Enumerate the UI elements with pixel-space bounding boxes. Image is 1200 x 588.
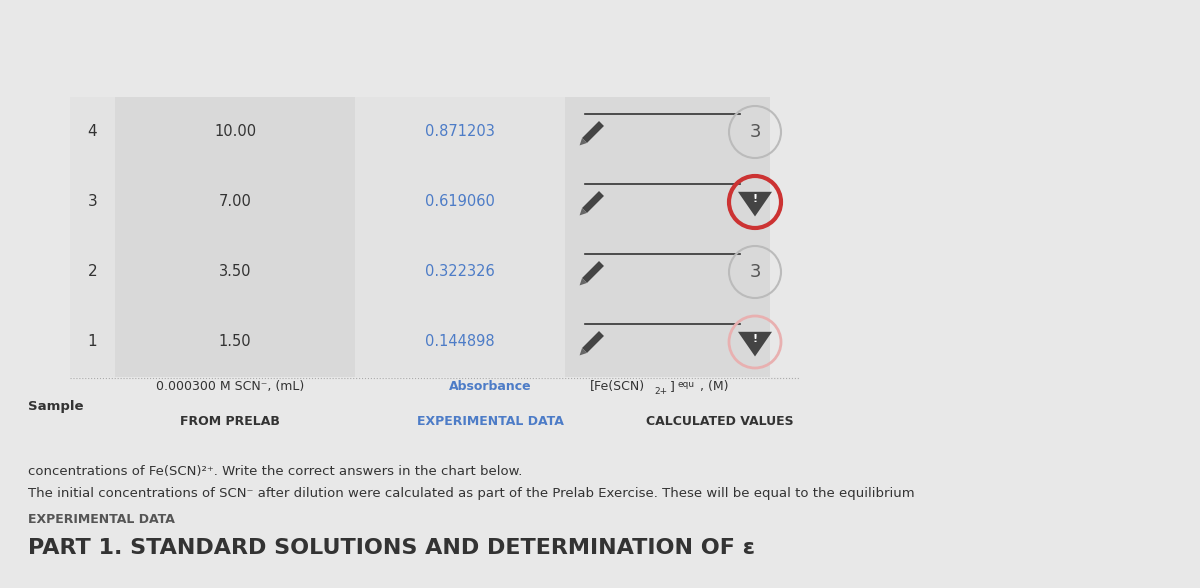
Polygon shape [580, 278, 587, 285]
Text: 0.144898: 0.144898 [425, 335, 494, 349]
Text: FROM PRELAB: FROM PRELAB [180, 415, 280, 428]
Text: 10.00: 10.00 [214, 125, 256, 139]
FancyBboxPatch shape [70, 97, 770, 167]
Text: , (M): , (M) [700, 380, 728, 393]
Text: equ: equ [677, 380, 694, 389]
Polygon shape [580, 208, 587, 215]
Text: 0.619060: 0.619060 [425, 195, 494, 209]
Polygon shape [738, 192, 772, 216]
Text: 2: 2 [88, 265, 97, 279]
Text: Sample: Sample [28, 400, 84, 413]
Text: 0.322326: 0.322326 [425, 265, 494, 279]
Text: 0.871203: 0.871203 [425, 125, 494, 139]
Polygon shape [580, 138, 587, 145]
FancyBboxPatch shape [565, 237, 770, 307]
Text: concentrations of Fe(SCN)²⁺. Write the correct answers in the chart below.: concentrations of Fe(SCN)²⁺. Write the c… [28, 465, 522, 478]
Polygon shape [580, 348, 587, 355]
Text: CALCULATED VALUES: CALCULATED VALUES [646, 415, 794, 428]
Text: !: ! [752, 194, 757, 204]
FancyBboxPatch shape [70, 167, 770, 237]
Text: [Fe(SCN): [Fe(SCN) [590, 380, 646, 393]
Text: ]: ] [670, 380, 674, 393]
Text: 3: 3 [749, 123, 761, 141]
Text: 2+: 2+ [654, 387, 667, 396]
Text: EXPERIMENTAL DATA: EXPERIMENTAL DATA [28, 513, 175, 526]
Text: 1.50: 1.50 [218, 335, 251, 349]
Polygon shape [582, 261, 604, 283]
Text: Absorbance: Absorbance [449, 380, 532, 393]
FancyBboxPatch shape [565, 307, 770, 377]
Text: PART 1. STANDARD SOLUTIONS AND DETERMINATION OF ε: PART 1. STANDARD SOLUTIONS AND DETERMINA… [28, 538, 755, 558]
Text: 1: 1 [88, 335, 97, 349]
Text: 3.50: 3.50 [218, 265, 251, 279]
FancyBboxPatch shape [565, 167, 770, 237]
Text: The initial concentrations of SCN⁻ after dilution were calculated as part of the: The initial concentrations of SCN⁻ after… [28, 487, 914, 500]
FancyBboxPatch shape [70, 237, 770, 307]
Text: !: ! [752, 334, 757, 344]
FancyBboxPatch shape [70, 307, 770, 377]
Text: 4: 4 [88, 125, 97, 139]
FancyBboxPatch shape [115, 237, 355, 307]
Text: EXPERIMENTAL DATA: EXPERIMENTAL DATA [416, 415, 564, 428]
Text: 3: 3 [88, 195, 97, 209]
FancyBboxPatch shape [115, 167, 355, 237]
Polygon shape [738, 332, 772, 356]
Text: 3: 3 [749, 263, 761, 281]
FancyBboxPatch shape [115, 97, 355, 167]
Text: 0.000300 M SCN⁻, (mL): 0.000300 M SCN⁻, (mL) [156, 380, 304, 393]
Polygon shape [582, 331, 604, 353]
FancyBboxPatch shape [565, 97, 770, 167]
FancyBboxPatch shape [115, 307, 355, 377]
Polygon shape [582, 191, 604, 213]
Text: 7.00: 7.00 [218, 195, 252, 209]
Polygon shape [582, 121, 604, 143]
